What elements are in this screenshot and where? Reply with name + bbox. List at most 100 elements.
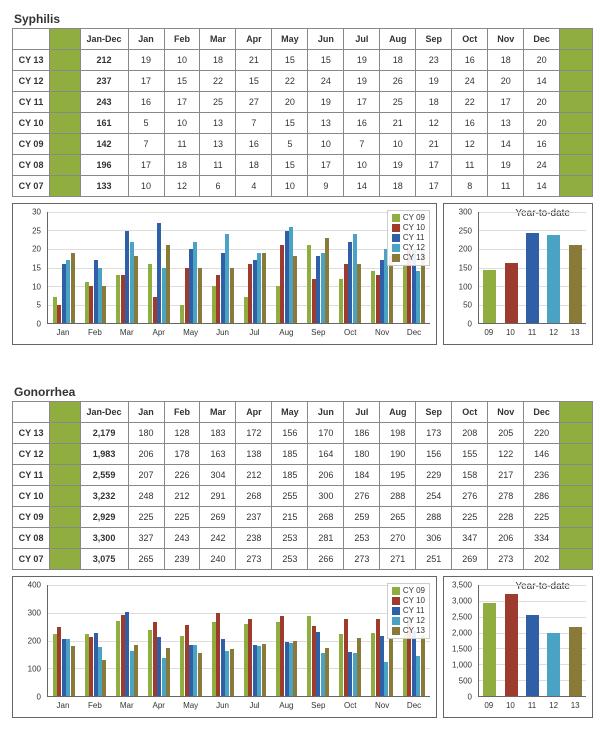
data-cell: 18 (380, 176, 416, 197)
chart-bar (230, 268, 234, 324)
data-cell: 17 (344, 92, 380, 113)
y-tick: 400 (13, 581, 41, 590)
chart-bar (339, 634, 343, 696)
month-header: May (272, 402, 308, 423)
legend-item: CY 10 (392, 223, 425, 233)
y-tick: 300 (13, 609, 41, 618)
chart-bar (316, 632, 320, 696)
legend-item: CY 12 (392, 616, 425, 626)
x-label: Nov (375, 701, 389, 710)
chart-bar (157, 637, 161, 696)
x-label: Sep (311, 701, 325, 710)
legend-label: CY 11 (403, 606, 425, 616)
chart-bar (262, 644, 266, 696)
data-cell: 16 (452, 113, 488, 134)
y-tick: 150 (444, 264, 472, 273)
chart-bar (339, 279, 343, 323)
ytd-bar (569, 627, 582, 696)
data-cell: 24 (524, 155, 560, 176)
chart-bar (89, 286, 93, 323)
chart-bar (193, 645, 197, 696)
data-cell: 20 (524, 50, 560, 71)
legend-item: CY 11 (392, 606, 425, 616)
green-cell-right (560, 71, 593, 92)
month-header: Nov (488, 29, 524, 50)
chart-bar (225, 234, 229, 323)
x-label: Jan (57, 328, 70, 337)
x-label: Aug (279, 701, 293, 710)
data-cell: 265 (128, 549, 164, 570)
data-table: Jan-DecJanFebMarAprMayJunJulAugSepOctNov… (12, 401, 593, 570)
green-header-left (50, 402, 81, 423)
month-header: May (272, 29, 308, 50)
data-cell: 17 (488, 92, 524, 113)
chart-bar (98, 268, 102, 324)
chart-bar (162, 658, 166, 696)
data-cell: 18 (380, 50, 416, 71)
legend-label: CY 11 (403, 233, 425, 243)
data-cell: 16 (128, 92, 164, 113)
data-cell: 14 (488, 134, 524, 155)
data-cell: 163 (200, 444, 236, 465)
chart-bar (371, 271, 375, 323)
data-cell: 17 (308, 155, 344, 176)
table-row: CY 092,929225225269237215268259265288225… (13, 507, 593, 528)
row-label: CY 08 (13, 155, 50, 176)
data-cell: 186 (344, 423, 380, 444)
data-cell: 12 (164, 176, 200, 197)
data-cell: 138 (236, 444, 272, 465)
y-tick: 25 (13, 226, 41, 235)
chart-bar (225, 651, 229, 697)
data-cell: 17 (164, 92, 200, 113)
chart-bar (276, 622, 280, 696)
green-cell-left (50, 507, 81, 528)
blank-header (13, 402, 50, 423)
green-cell-right (560, 50, 593, 71)
x-label: Dec (407, 328, 421, 337)
x-label: Feb (88, 328, 102, 337)
legend-label: CY 12 (403, 243, 425, 253)
data-cell: 15 (164, 71, 200, 92)
data-cell: 7 (128, 134, 164, 155)
gridline (48, 585, 430, 586)
x-label: Apr (152, 701, 164, 710)
data-cell: 15 (272, 113, 308, 134)
x-label: 11 (528, 701, 536, 710)
chart-bar (353, 234, 357, 323)
y-tick: 100 (13, 665, 41, 674)
data-cell: 10 (164, 50, 200, 71)
data-cell: 183 (200, 423, 236, 444)
row-label: CY 12 (13, 444, 50, 465)
month-header: Oct (452, 402, 488, 423)
row-label: CY 11 (13, 92, 50, 113)
table-row: CY 08196171811181517101917111924 (13, 155, 593, 176)
data-cell: 20 (524, 113, 560, 134)
blank-header (13, 29, 50, 50)
data-cell: 255 (272, 486, 308, 507)
ytd-chart: Year-to-date0501001502002503000910111213 (443, 203, 593, 345)
data-cell: 17 (416, 176, 452, 197)
data-cell: 236 (524, 465, 560, 486)
month-header: Feb (164, 29, 200, 50)
month-header: Dec (524, 29, 560, 50)
x-label: 10 (506, 701, 515, 710)
data-cell: 202 (524, 549, 560, 570)
data-cell: 10 (164, 113, 200, 134)
data-cell: 288 (380, 486, 416, 507)
chart-bar (348, 242, 352, 323)
data-cell: 205 (488, 423, 524, 444)
data-cell: 9 (308, 176, 344, 197)
x-label: 12 (549, 701, 558, 710)
chart-bar (66, 639, 70, 696)
green-header-left (50, 29, 81, 50)
x-label: Jun (216, 328, 229, 337)
month-header: Jan (128, 402, 164, 423)
data-cell: 17 (128, 71, 164, 92)
green-cell-right (560, 444, 593, 465)
data-cell: 268 (236, 486, 272, 507)
table-row: CY 103,232248212291268255300276288254276… (13, 486, 593, 507)
month-header: Sep (416, 402, 452, 423)
chart-bar (148, 264, 152, 323)
chart-bar (189, 249, 193, 323)
chart-bar (416, 656, 420, 697)
